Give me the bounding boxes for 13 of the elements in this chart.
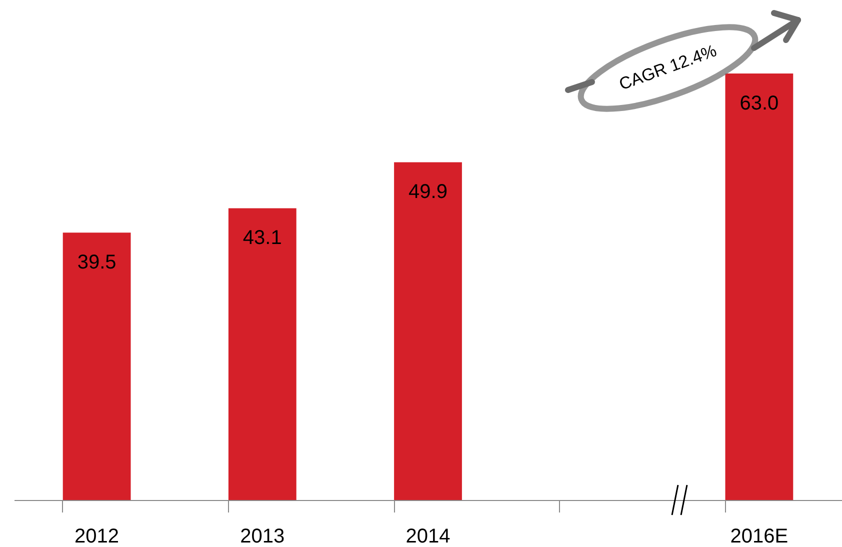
bar [228,208,296,500]
x-tick-label: 2014 [406,526,450,547]
data-label: 49.9 [408,181,448,204]
bar [394,162,462,500]
data-label: 63.0 [740,92,779,115]
x-tick-label: 2012 [74,526,120,547]
annotation: CAGR 12.4% [616,41,720,94]
data-label: 39.5 [77,252,116,274]
x-tick-label: 2016E [730,526,788,547]
bar [62,232,131,500]
data-label: 43.1 [242,227,282,250]
x-tick-label: 2013 [240,526,285,547]
bar [725,74,794,500]
